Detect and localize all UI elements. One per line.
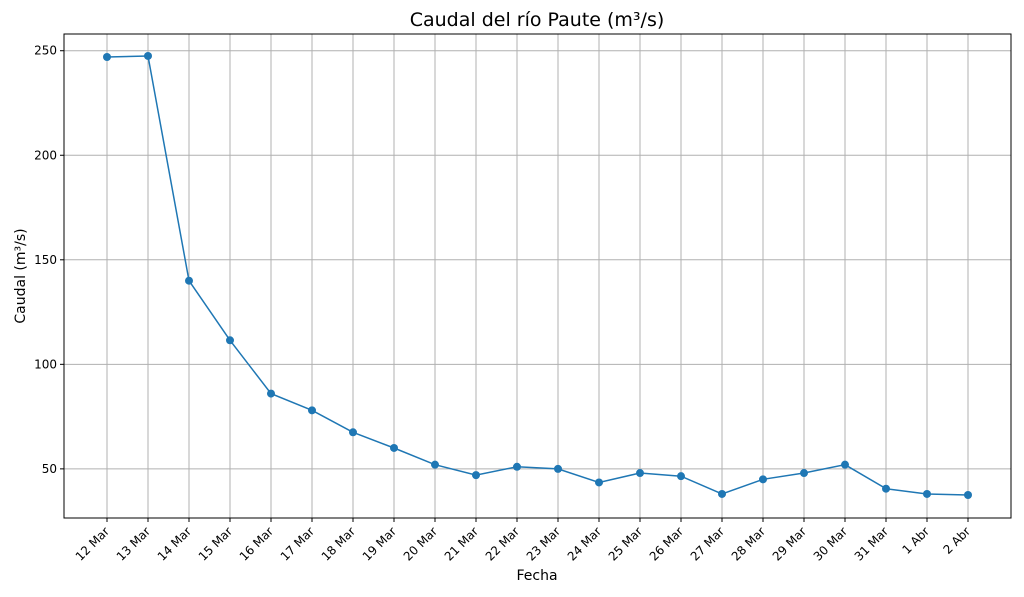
x-tick-label: 23 Mar xyxy=(524,524,563,563)
x-tick-label: 31 Mar xyxy=(852,524,891,563)
y-tick-label: 150 xyxy=(34,253,57,267)
data-point xyxy=(267,389,275,398)
y-tick-label: 200 xyxy=(34,148,57,162)
x-tick-label: 12 Mar xyxy=(73,524,112,563)
y-axis-label: Caudal (m³/s) xyxy=(13,228,29,323)
data-point xyxy=(103,52,111,61)
data-point xyxy=(513,462,521,471)
x-tick-label: 18 Mar xyxy=(319,524,358,563)
data-point xyxy=(636,469,644,478)
x-tick-label: 19 Mar xyxy=(360,524,399,563)
grid xyxy=(64,34,1011,518)
data-point xyxy=(718,489,726,498)
x-tick-label: 27 Mar xyxy=(688,524,727,563)
x-tick-label: 14 Mar xyxy=(155,524,194,563)
x-tick-label: 22 Mar xyxy=(483,524,522,563)
x-tick-label: 1 Abr xyxy=(899,524,932,557)
data-point xyxy=(226,336,234,345)
y-tick-label: 50 xyxy=(42,462,57,476)
x-axis: 12 Mar 13 Mar 14 Mar 15 Mar 16 Mar 17 Mar 18 M… xyxy=(73,518,973,564)
data-point xyxy=(144,51,152,60)
y-axis: 50 100 150 200 250 xyxy=(34,44,64,476)
y-tick-label: 100 xyxy=(34,357,57,371)
x-axis-label: Fecha xyxy=(516,568,557,584)
chart-title: Caudal del río Paute (m³/s) xyxy=(410,9,665,31)
x-tick-label: 20 Mar xyxy=(401,524,440,563)
x-tick-label: 28 Mar xyxy=(729,524,768,563)
data-point xyxy=(923,489,931,498)
series-line xyxy=(106,55,969,496)
plot-frame xyxy=(63,33,1012,519)
data-point xyxy=(595,478,603,487)
x-tick-label: 29 Mar xyxy=(770,524,809,563)
y-tick-label: 250 xyxy=(34,44,57,58)
data-point xyxy=(800,469,808,478)
series-layer xyxy=(103,51,972,500)
data-point xyxy=(431,460,439,469)
data-point xyxy=(554,464,562,473)
data-point xyxy=(759,475,767,484)
x-tick-label: 24 Mar xyxy=(565,524,604,563)
data-point xyxy=(841,460,849,469)
data-point xyxy=(882,484,890,493)
x-tick-label: 26 Mar xyxy=(647,524,686,563)
x-tick-label: 30 Mar xyxy=(811,524,850,563)
x-tick-label: 21 Mar xyxy=(442,524,481,563)
x-tick-label: 16 Mar xyxy=(237,524,276,563)
x-tick-label: 13 Mar xyxy=(114,524,153,563)
data-point xyxy=(308,406,316,415)
data-point xyxy=(185,276,193,285)
data-point xyxy=(677,472,685,481)
data-point xyxy=(349,428,357,437)
data-point xyxy=(964,491,972,500)
x-tick-label: 17 Mar xyxy=(278,524,317,563)
data-point xyxy=(390,443,398,452)
data-point xyxy=(472,471,480,480)
x-tick-label: 25 Mar xyxy=(606,524,645,563)
x-tick-label: 2 Abr xyxy=(940,524,973,557)
x-tick-label: 15 Mar xyxy=(196,524,235,563)
